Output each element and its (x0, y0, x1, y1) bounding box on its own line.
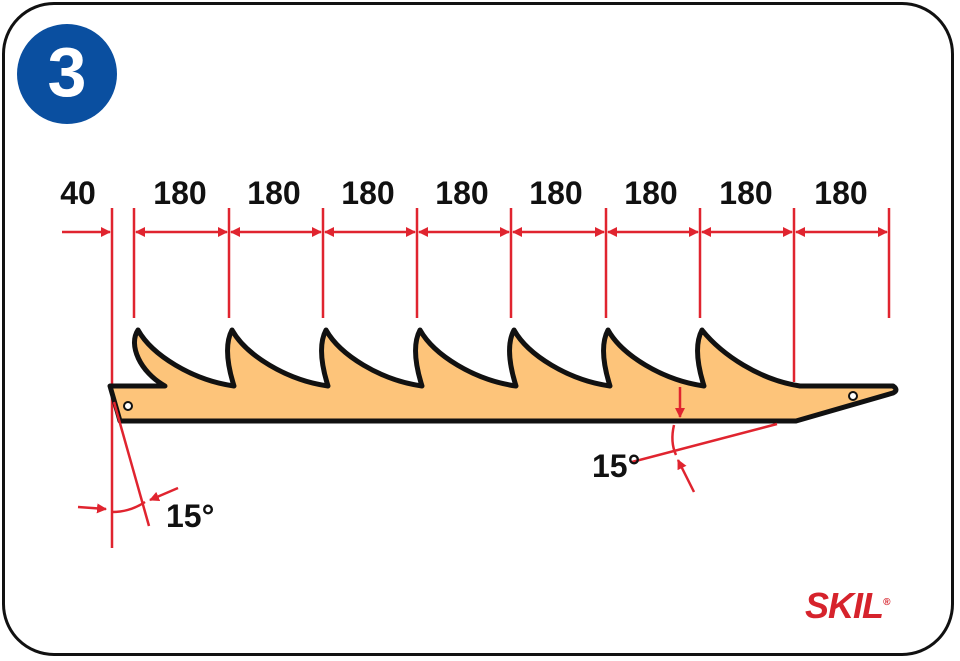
screw-hole (848, 391, 858, 401)
dimension-label-spacing: 180 (153, 175, 206, 211)
right-angle-indicator (631, 387, 778, 493)
left-angle-label: 15° (166, 498, 214, 534)
screw-hole (123, 401, 133, 411)
dimension-label-spacing: 180 (624, 175, 677, 211)
step-badge: 3 (17, 24, 117, 124)
left-angle-indicator (77, 401, 179, 527)
dimension-label-spacing: 180 (435, 175, 488, 211)
dimension-label-spacing: 180 (529, 175, 582, 211)
extension-lines (110, 208, 891, 548)
dimension-label-spacing: 180 (247, 175, 300, 211)
dimension-label-spacing: 180 (719, 175, 772, 211)
skil-logo: SKIL® (805, 585, 891, 626)
dimension-label-spacing: 180 (814, 175, 867, 211)
dimension-label-offset: 40 (60, 175, 96, 211)
right-angle-label: 15° (592, 448, 640, 484)
dimension-label-spacing: 180 (341, 175, 394, 211)
sawtooth-board (107, 327, 899, 424)
step-number: 3 (47, 33, 87, 111)
